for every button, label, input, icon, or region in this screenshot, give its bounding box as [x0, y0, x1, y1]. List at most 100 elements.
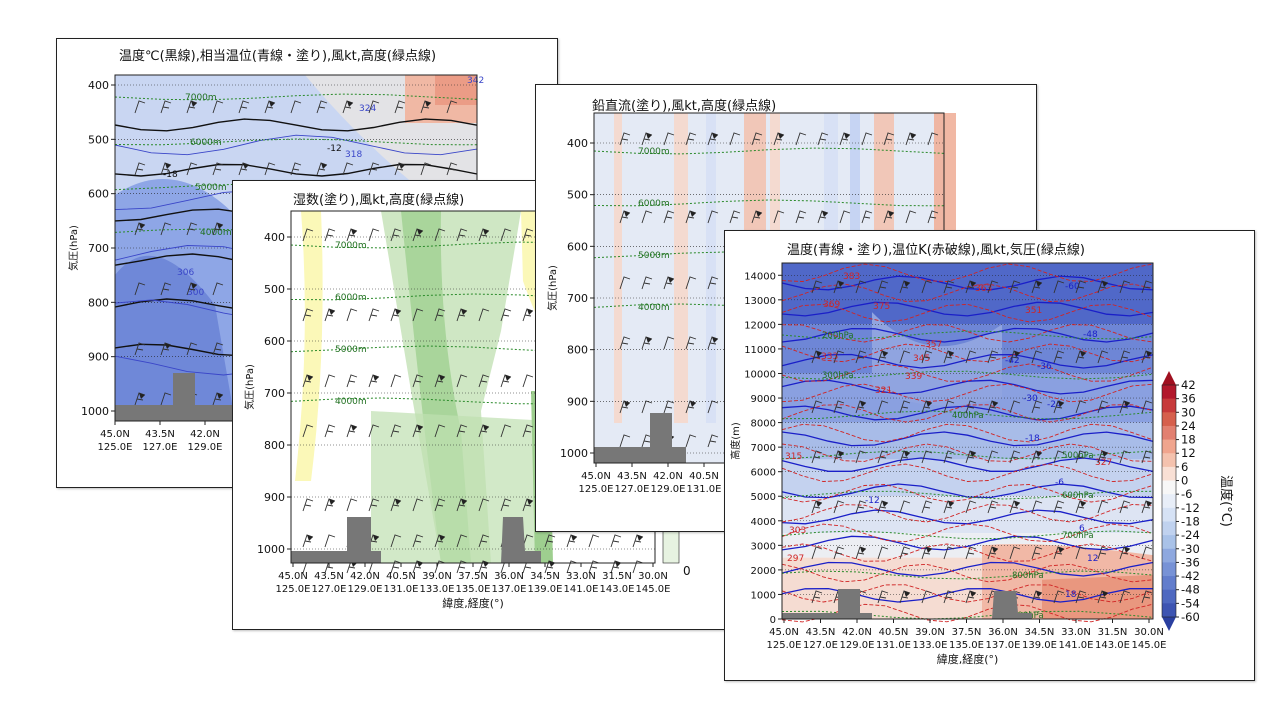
- wind-barb: [316, 100, 328, 114]
- x-tick-label-lat: 43.5N: [145, 429, 175, 440]
- wind-barb-flag: [1080, 351, 1086, 357]
- wind-barb: [1097, 350, 1109, 364]
- wind-barb: [1097, 500, 1109, 514]
- pressure-label: 500hPa: [1062, 451, 1094, 461]
- wind-barb-flag: [347, 101, 353, 107]
- wind-barb: [478, 534, 490, 548]
- y-tick-label: 1000: [257, 543, 285, 556]
- wind-barb: [943, 280, 955, 294]
- panel-title: 温度℃(黒線),相当温位(青線・塗り),風kt,高度(緑点線): [119, 49, 437, 64]
- x-tick-label-lon: 145.0E: [1132, 640, 1167, 651]
- wind-barb: [588, 534, 600, 548]
- y-tick-label: 5000: [751, 492, 776, 503]
- wind-barb: [1053, 590, 1065, 604]
- y-tick-label: 7000: [751, 443, 776, 454]
- y-tick-label: 13000: [744, 296, 776, 307]
- temperature-fill: [782, 263, 1153, 325]
- wind-barb-flag: [690, 211, 696, 217]
- height-label: 6000m: [335, 293, 367, 303]
- wind-barb: [456, 560, 468, 574]
- wind-barb: [368, 228, 380, 242]
- wind-barb: [610, 534, 622, 548]
- wind-barb: [566, 560, 578, 574]
- wind-barb: [811, 280, 823, 294]
- wind-barb: [833, 546, 845, 560]
- wind-barb-flag: [1146, 501, 1152, 507]
- wind-barb: [905, 210, 917, 224]
- wind-barb-flag: [329, 499, 335, 505]
- wind-barb-flag: [756, 211, 762, 217]
- wind-barb: [855, 350, 867, 364]
- height-contour: [290, 397, 656, 405]
- x-tick-label-lat: 40.5N: [689, 471, 719, 482]
- wind-barb: [833, 500, 845, 514]
- wind-barb: [729, 210, 741, 224]
- wind-barb: [324, 424, 336, 438]
- wind-barb: [324, 374, 336, 388]
- colorbar-segment: [1162, 480, 1176, 495]
- wind-barb: [619, 434, 631, 448]
- temperature-fill-mid: [872, 312, 1002, 406]
- contour-label: -18: [163, 170, 178, 180]
- wind-barb: [368, 162, 380, 176]
- theta-label: 297: [787, 554, 804, 564]
- y-tick-label: 10000: [744, 369, 776, 380]
- y-tick-label: 400: [567, 137, 588, 150]
- x-tick-label-lat: 42.0N: [653, 471, 683, 482]
- wind-barb-flag: [191, 101, 197, 107]
- colorbar-arrow-bottom: [1162, 617, 1176, 631]
- colorbar-segment: [1162, 398, 1176, 413]
- wind-barb: [1031, 350, 1043, 364]
- wind-barb: [368, 308, 380, 322]
- y-tick-label: 8000: [751, 419, 776, 430]
- y-tick-label: 700: [567, 292, 588, 305]
- theta-label: 321: [875, 386, 892, 396]
- wind-barb: [795, 210, 807, 224]
- wind-barb: [663, 400, 675, 414]
- theta-contour: [781, 563, 1154, 583]
- height-label: 4000m: [335, 397, 367, 407]
- wind-barb: [324, 228, 336, 242]
- x-tick-label-lat: 30.0N: [638, 571, 668, 582]
- wind-barb-flag: [822, 211, 828, 217]
- wind-barb-flag: [217, 223, 223, 229]
- wind-barb: [921, 450, 933, 464]
- wind-barb: [302, 498, 314, 512]
- y-tick-label: 3000: [751, 541, 776, 552]
- wind-barb: [390, 560, 402, 574]
- colorbar-tick-label: -36: [1181, 555, 1200, 569]
- wind-barb: [290, 100, 302, 114]
- temperature-contour: [781, 535, 1154, 551]
- wind-barb: [1075, 450, 1087, 464]
- wind-barb-flag: [351, 229, 357, 235]
- wind-barb: [134, 282, 146, 296]
- pressure-contour: [781, 330, 1154, 340]
- x-tick-label-lon: 133.0E: [420, 584, 455, 595]
- panel-temperature-height: 温度(青線・塗り),温位K(赤破線),風kt,気圧(緑点線) 200hPa 300…: [724, 230, 1255, 681]
- temperature-fill-hot: [1042, 574, 1153, 619]
- wind-barb: [877, 590, 889, 604]
- wind-barb-flag: [838, 281, 844, 287]
- theta-label: 357: [925, 340, 942, 350]
- wind-barb-flag: [165, 163, 171, 169]
- colorbar-segment: [1162, 425, 1176, 441]
- theta-contour: [781, 404, 1154, 423]
- contour-label: 306: [177, 268, 194, 278]
- wind-barb-flag: [373, 375, 379, 381]
- x-tick-label-lon: 137.0E: [986, 640, 1021, 651]
- wind-barb: [883, 132, 895, 146]
- wind-barb: [134, 100, 146, 114]
- x-tick-label-lon: 125.0E: [98, 442, 133, 453]
- wind-barb: [500, 424, 512, 438]
- wind-barb: [456, 534, 468, 548]
- wind-barb: [751, 132, 763, 146]
- wind-barb: [707, 210, 719, 224]
- temperature-label: -18: [1025, 434, 1040, 444]
- temperature-fill: [782, 459, 1153, 497]
- wind-barb: [1053, 350, 1065, 364]
- wind-barb: [290, 162, 302, 176]
- wind-barb: [1141, 280, 1153, 294]
- terrain: [594, 413, 686, 463]
- wind-barb: [160, 282, 172, 296]
- wind-barb-flag: [1014, 351, 1020, 357]
